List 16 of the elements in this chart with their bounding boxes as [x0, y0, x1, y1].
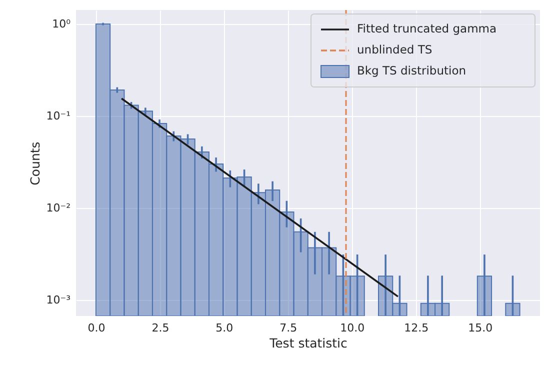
x-tick-label: 10.0 — [340, 322, 365, 334]
ref-line-label: unblinded TS — [357, 42, 432, 56]
x-tick-label: 7.5 — [280, 322, 298, 334]
x-tick-label: 12.5 — [404, 322, 429, 334]
legend-label: Bkg TS distribution — [357, 64, 466, 78]
x-tick-label: 0.0 — [88, 322, 106, 334]
x-tick-label: 5.0 — [216, 322, 234, 334]
y-tick-label: 10⁻² — [46, 202, 70, 215]
x-axis-title: Test statistic — [268, 336, 348, 350]
y-tick-label: 10⁻³ — [46, 294, 70, 306]
y-axis-title: Counts — [27, 142, 42, 186]
y-tick-label: 10⁻¹ — [46, 110, 70, 123]
y-tick-label: 10⁰ — [52, 18, 72, 31]
legend-label: Fitted truncated gamma — [357, 22, 497, 36]
x-tick-label: 2.5 — [152, 322, 170, 334]
x-tick-label: 15.0 — [468, 322, 493, 334]
